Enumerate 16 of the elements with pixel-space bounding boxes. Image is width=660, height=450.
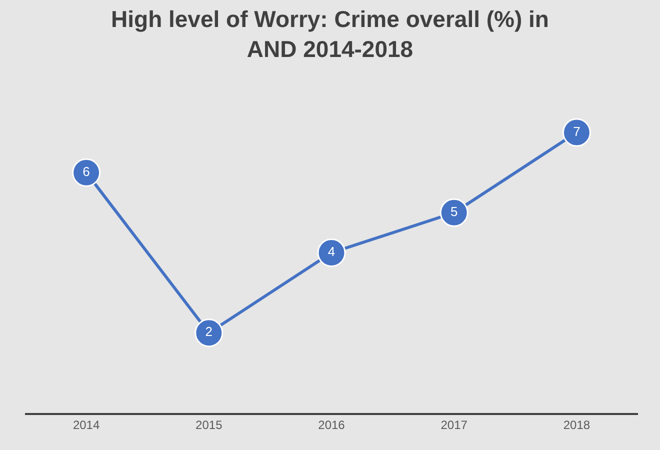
data-label: 5 <box>450 204 458 219</box>
x-tick-label: 2016 <box>318 418 346 432</box>
x-tick-label: 2018 <box>563 418 590 432</box>
x-tick-label: 2017 <box>440 418 468 432</box>
point <box>194 318 224 348</box>
point <box>72 158 101 187</box>
point <box>440 198 468 227</box>
chart-title: High level of Worry: Crime overall (%) in AND 2014-2018 <box>111 6 549 62</box>
data-label: 2 <box>205 324 213 340</box>
point <box>562 118 591 147</box>
x-tick-label: 2015 <box>196 418 223 432</box>
point <box>317 238 346 267</box>
data-label: 7 <box>573 124 580 139</box>
data-label: 4 <box>328 244 336 259</box>
x-tick-label: 2014 <box>72 418 100 432</box>
data-label: 6 <box>82 164 90 179</box>
